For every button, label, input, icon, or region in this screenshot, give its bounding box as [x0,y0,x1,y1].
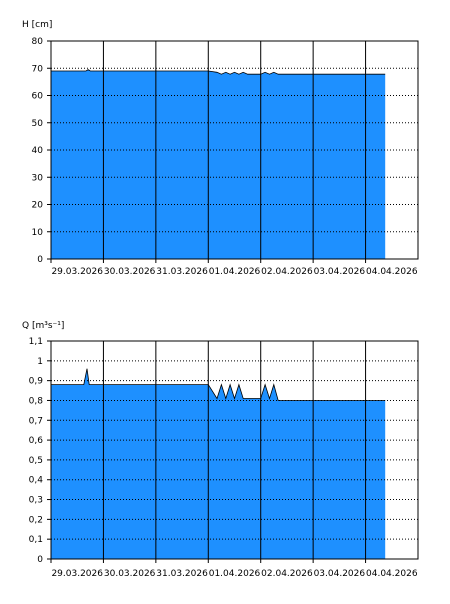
y-tick-label: 0,1 [29,535,43,545]
chart-2: 0 0,1 0,2 0,3 0,4 0,5 0,6 0,7 0,8 0,9 1 1,1 29.03.20… [22,321,419,579]
plot-frame [50,40,419,260]
series-area [51,69,386,259]
y-tick-label: 1,1 [29,337,43,347]
y-tick-label: 0,9 [29,377,44,387]
y-tick-label: 0,2 [29,515,43,525]
x-tick-label: 01.04.2026 [209,267,261,277]
x-tick-label: 30.03.2026 [104,267,156,277]
x-tick-label: 04.04.2026 [366,569,418,579]
y-tick-label: 0,7 [29,416,43,426]
x-tick-label: 02.04.2026 [261,569,313,579]
y-axis-label: Q [m³s⁻¹] [22,321,64,331]
y-tick-label: 30 [32,173,44,183]
y-tick-label: 0 [37,555,43,565]
y-axis-label: H [cm] [22,20,52,30]
series-area [51,368,386,559]
series-line [51,368,386,401]
y-tick-label: 0,5 [29,456,43,466]
y-tick-label: 60 [32,92,44,102]
y-tick-label: 50 [32,119,44,129]
y-tick-label: 1 [37,357,43,367]
x-tick-label: 01.04.2026 [209,569,261,579]
x-tick-label: 29.03.2026 [51,267,103,277]
x-tick-label: 02.04.2026 [261,267,313,277]
y-tick-label: 0,4 [29,476,44,486]
y-tick-label: 70 [32,64,44,74]
y-tick-label: 0,8 [29,396,44,406]
x-tick-label: 30.03.2026 [104,569,156,579]
x-tick-label: 29.03.2026 [51,569,103,579]
y-tick-label: 0,6 [29,436,44,446]
x-tick-label: 03.04.2026 [314,267,366,277]
x-tick-label: 31.03.2026 [156,267,208,277]
y-tick-label: 40 [32,146,44,156]
y-tick-label: 80 [32,37,44,47]
y-tick-label: 20 [32,201,44,211]
x-tick-label: 04.04.2026 [366,267,418,277]
y-tick-label: 0 [37,255,43,265]
x-tick-label: 31.03.2026 [156,569,208,579]
plot-frame [50,340,419,560]
chart-1: 0 10 20 30 40 50 60 70 80 29.03.2026 30.03.2026 31.… [22,20,419,277]
x-tick-label: 03.04.2026 [314,569,366,579]
y-tick-label: 10 [32,228,44,238]
y-tick-label: 0,3 [29,496,43,506]
